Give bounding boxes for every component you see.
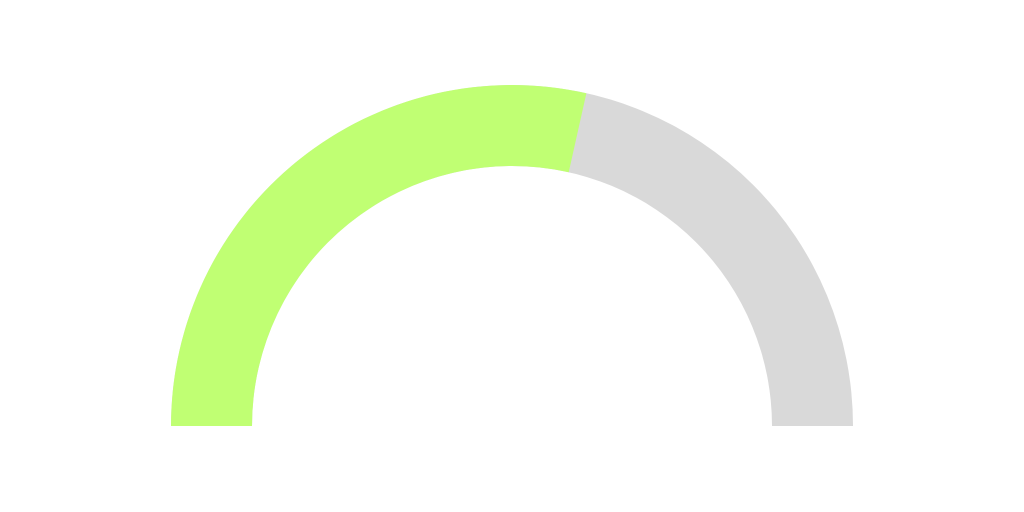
gauge-value-arc — [171, 84, 587, 426]
